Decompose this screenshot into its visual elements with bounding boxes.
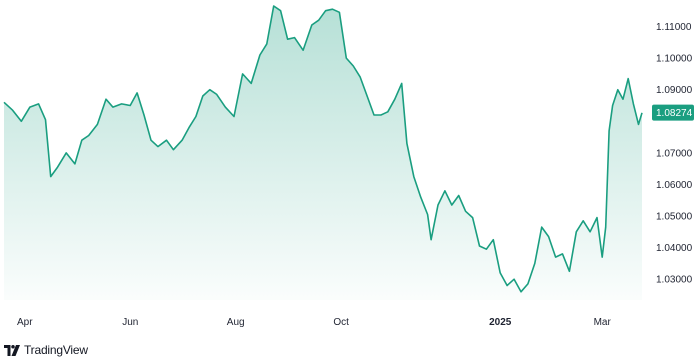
y-tick-label: 1.05000 [656, 212, 693, 223]
x-axis: Apr Jun Aug Oct 2025 Mar [17, 317, 611, 328]
y-tick-label: 1.06000 [656, 180, 693, 191]
x-tick-label: 2025 [489, 317, 512, 328]
tradingview-logo-icon [4, 344, 20, 356]
tradingview-brand[interactable]: TradingView [4, 342, 88, 358]
x-tick-label: Apr [17, 317, 33, 328]
last-price-marker: 1.08274 [652, 104, 694, 121]
x-tick-label: Mar [594, 317, 612, 328]
y-tick-label: 1.07000 [656, 148, 693, 159]
area-fill [4, 6, 642, 300]
x-tick-label: Jun [122, 317, 138, 328]
last-price-label: 1.08274 [656, 108, 693, 119]
price-chart: 1.11000 1.10000 1.09000 1.07000 1.06000 1.050… [3, 5, 694, 328]
x-tick-label: Oct [333, 317, 349, 328]
last-price-badge [652, 104, 694, 121]
x-tick-label: Aug [227, 317, 245, 328]
tradingview-wordmark: TradingView [24, 343, 88, 357]
y-tick-label: 1.04000 [656, 243, 693, 254]
y-axis: 1.11000 1.10000 1.09000 1.07000 1.06000 1.050… [656, 22, 693, 286]
y-tick-label: 1.10000 [656, 54, 693, 65]
y-tick-label: 1.11000 [656, 22, 692, 33]
y-tick-label: 1.09000 [656, 85, 693, 96]
price-line [3, 5, 643, 293]
y-tick-label: 1.03000 [656, 275, 693, 286]
